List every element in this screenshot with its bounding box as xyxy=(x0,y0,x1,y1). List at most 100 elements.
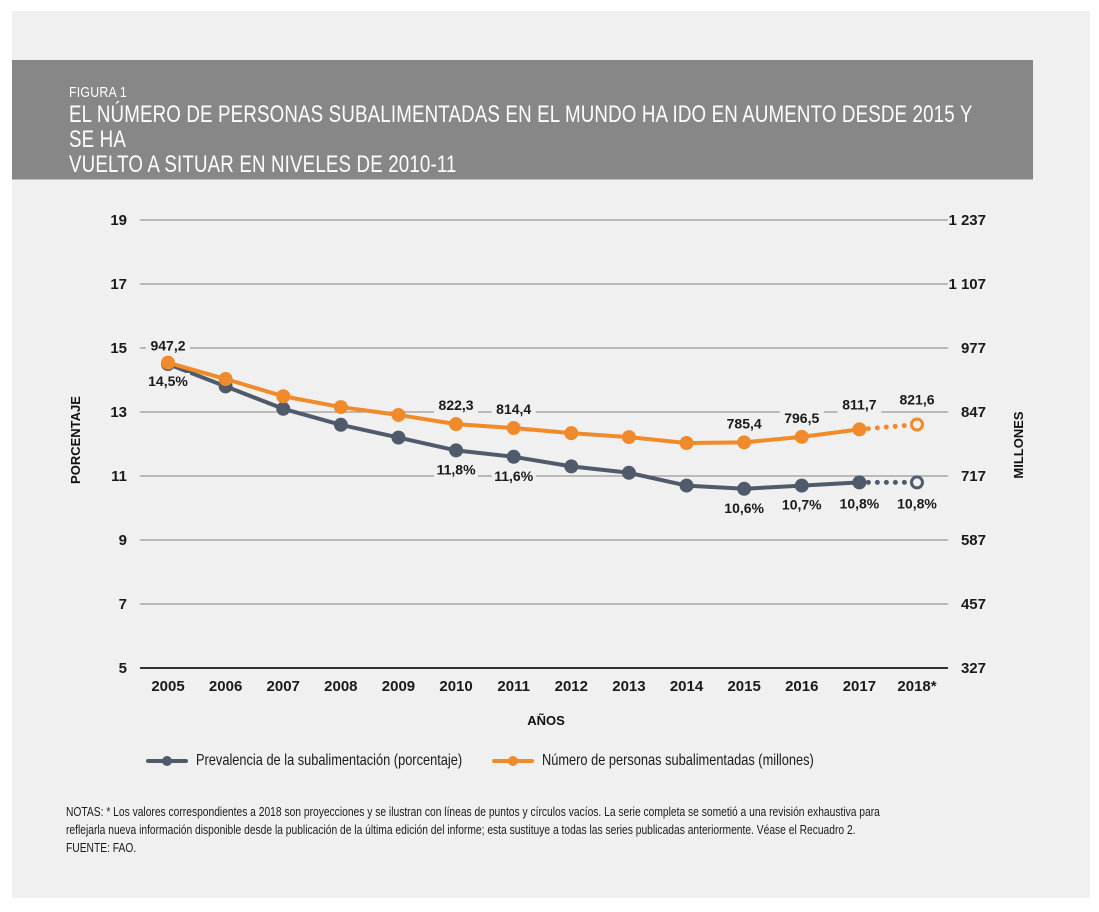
legend-swatch-number xyxy=(492,754,534,768)
y-right-tick-label: 977 xyxy=(961,340,986,357)
data-label: 822,3 xyxy=(439,397,474,413)
data-point xyxy=(276,401,291,416)
data-point xyxy=(737,481,752,496)
x-tick-label: 2008 xyxy=(324,678,357,695)
data-point xyxy=(506,449,521,464)
data-point xyxy=(679,436,694,451)
data-point xyxy=(852,475,867,490)
data-label-bg xyxy=(837,396,882,414)
x-tick-label: 2009 xyxy=(382,678,415,695)
y-right-tick-label: 1 107 xyxy=(948,276,986,293)
data-label: 10,6% xyxy=(724,500,764,516)
data-point xyxy=(449,443,464,458)
data-point xyxy=(218,372,233,387)
data-label: 14,5% xyxy=(148,373,188,389)
x-axis-ticks: 2005 2006 2007 2008 2009 2010 2011 2012 2013 2014… xyxy=(151,678,936,695)
data-label-bg xyxy=(779,496,824,514)
legend-swatch-prevalence xyxy=(146,754,188,768)
y-left-tick-label: 7 xyxy=(119,596,127,613)
legend-label-prevalence: Prevalencia de la subalimentación (porce… xyxy=(196,752,463,769)
data-label: 11,6% xyxy=(494,468,533,484)
data-point xyxy=(737,435,752,450)
data-point xyxy=(852,422,867,437)
gridlines xyxy=(140,219,948,669)
data-point-projected xyxy=(910,475,924,490)
figure-number: FIGURA 1 xyxy=(69,84,128,101)
data-point xyxy=(391,430,406,445)
notes-line2: reflejarla nueva información disponible … xyxy=(66,822,856,837)
x-tick-label: 2015 xyxy=(727,678,760,695)
data-label-bg xyxy=(722,415,767,433)
y-axis-left-ticks: 5 7 9 11 13 15 17 19 xyxy=(110,212,127,677)
data-point xyxy=(333,417,348,432)
notes-line1: NOTAS: * Los valores correspondientes a … xyxy=(66,804,880,819)
figure-title: EL NÚMERO DE PERSONAS SUBALIMENTADAS EN … xyxy=(69,102,974,177)
y-left-tick-label: 17 xyxy=(110,276,127,293)
y-left-tick-label: 9 xyxy=(119,532,127,549)
data-label: 821,6 xyxy=(899,392,934,408)
y-right-tick-label: 457 xyxy=(961,596,986,613)
series-projection-number xyxy=(856,422,920,432)
data-label-bg xyxy=(146,373,190,390)
data-label-bg xyxy=(779,409,824,427)
data-label: 10,8% xyxy=(840,495,880,511)
y-axis-left-title: PORCENTAJE xyxy=(68,396,83,484)
data-point xyxy=(794,478,809,493)
legend-label-number: Número de personas subalimentadas (millo… xyxy=(542,752,814,769)
y-right-tick-label: 717 xyxy=(961,468,986,485)
y-left-tick-label: 11 xyxy=(111,468,127,485)
legend-item-prevalence: Prevalencia de la subalimentación (porce… xyxy=(146,749,529,773)
data-point xyxy=(794,429,809,444)
data-point xyxy=(564,426,579,441)
data-point xyxy=(276,389,291,404)
data-label-bg xyxy=(895,391,939,409)
data-label-bg xyxy=(434,397,479,415)
y-right-tick-label: 327 xyxy=(961,660,986,677)
data-point xyxy=(333,400,348,415)
title-banner xyxy=(12,60,1033,179)
data-label: 947,2 xyxy=(150,338,185,354)
figure-title-line2: VUELTO A SITUAR EN NIVELES DE 2010-11 xyxy=(69,151,457,178)
y-axis-right-ticks: 327 457 587 717 847 977 1 107 1 237 xyxy=(948,212,986,677)
x-tick-label: 2011 xyxy=(497,678,530,695)
x-tick-label: 2005 xyxy=(151,678,184,695)
data-point xyxy=(506,421,521,436)
y-axis-right-title: MILLONES xyxy=(1011,411,1026,478)
data-label-bg xyxy=(491,467,536,485)
y-left-tick-label: 5 xyxy=(119,660,127,677)
data-point xyxy=(391,407,406,422)
figure-title-line1: EL NÚMERO DE PERSONAS SUBALIMENTADAS EN … xyxy=(69,101,973,153)
data-label: 796,5 xyxy=(784,410,819,426)
x-tick-label: 2016 xyxy=(785,678,818,695)
data-label-bg xyxy=(434,461,479,479)
data-point xyxy=(161,355,175,370)
data-label-bg xyxy=(722,499,767,517)
data-point xyxy=(564,459,579,474)
notes: NOTAS: * Los valores correspondientes a … xyxy=(66,803,982,857)
x-tick-label: 2013 xyxy=(612,678,645,695)
y-left-tick-label: 15 xyxy=(110,340,127,357)
x-tick-label: 2014 xyxy=(670,678,704,695)
x-tick-label: 2006 xyxy=(209,678,242,695)
data-label: 10,7% xyxy=(782,497,822,513)
y-right-tick-label: 587 xyxy=(961,532,986,549)
data-point xyxy=(449,417,464,432)
data-label-bg xyxy=(491,401,536,419)
data-label: 785,4 xyxy=(727,415,762,431)
data-point xyxy=(621,430,636,445)
y-right-tick-label: 847 xyxy=(961,404,986,421)
y-right-tick-label: 1 237 xyxy=(948,212,986,229)
data-label-bg xyxy=(895,495,939,513)
y-left-tick-label: 13 xyxy=(110,404,127,421)
x-tick-label: 2010 xyxy=(439,678,472,695)
data-label-bg xyxy=(837,495,882,513)
data-point xyxy=(679,478,694,493)
y-left-tick-label: 19 xyxy=(110,212,127,229)
notes-source: FUENTE: FAO. xyxy=(66,840,137,855)
x-tick-label: 2017 xyxy=(843,678,876,695)
data-label-bg xyxy=(146,337,190,355)
x-tick-label: 2007 xyxy=(267,678,300,695)
x-axis-title: AÑOS xyxy=(527,713,565,728)
x-tick-label: 2018* xyxy=(897,678,936,695)
